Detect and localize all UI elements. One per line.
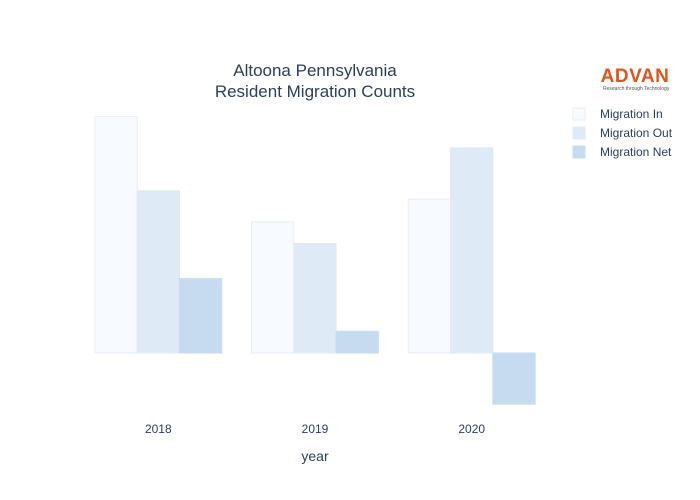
bar-migration-in-2019[interactable] [251, 221, 295, 354]
bar-migration-net-2019[interactable] [335, 330, 379, 354]
plot-area [94, 115, 536, 405]
bar-migration-out-2019[interactable] [293, 243, 337, 354]
legend-swatch [572, 126, 586, 140]
logo-tagline: Research through Technology [603, 86, 670, 92]
legend-label: Migration Out [600, 126, 673, 140]
legend-item-migration-net[interactable]: Migration Net [572, 145, 672, 159]
bar-migration-net-2020[interactable] [492, 352, 536, 405]
legend-item-migration-out[interactable]: Migration Out [572, 126, 673, 140]
bar-migration-net-2018[interactable] [179, 278, 223, 354]
legend-swatch [572, 145, 586, 159]
x-tick-label: 2020 [458, 422, 485, 436]
chart-title: Altoona Pennsylvania Resident Migration … [215, 61, 415, 101]
bar-migration-out-2018[interactable] [136, 190, 180, 354]
logo-wordmark: ADVAN [601, 66, 670, 87]
chart-title-line-2: Resident Migration Counts [215, 82, 415, 101]
legend-label: Migration In [600, 107, 663, 121]
x-tick-label: 2019 [302, 422, 329, 436]
bar-migration-in-2020[interactable] [407, 198, 452, 354]
bar-migration-out-2020[interactable] [450, 147, 494, 354]
legend[interactable]: Migration In Migration Out Migration Net [572, 107, 673, 159]
x-tick-label: 2018 [145, 422, 172, 436]
legend-swatch [572, 107, 586, 121]
legend-item-migration-in[interactable]: Migration In [572, 107, 663, 121]
x-axis-ticks: 2018 2019 2020 [145, 422, 485, 436]
chart-title-line-1: Altoona Pennsylvania [233, 61, 397, 80]
bar-migration-in-2018[interactable] [94, 115, 138, 354]
advan-logo: ADVAN Research through Technology [601, 66, 670, 92]
legend-label: Migration Net [600, 145, 672, 159]
x-axis-title: year [301, 448, 329, 464]
